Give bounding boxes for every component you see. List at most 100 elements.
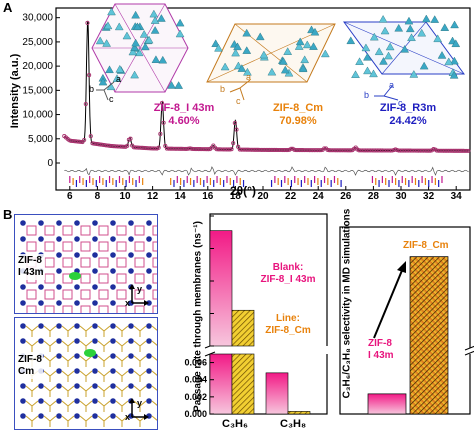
- zinc-tetrahedron: [363, 52, 372, 61]
- xrd-ytick-label: 5,000: [28, 134, 53, 145]
- zinc-tetrahedron: [310, 27, 320, 36]
- zinc-atom: [146, 236, 152, 242]
- zinc-atom: [92, 413, 98, 419]
- structure-label-i43m-line1: ZIF-8: [18, 255, 42, 266]
- zinc-atom: [74, 236, 80, 242]
- zinc-tetrahedron: [98, 77, 108, 86]
- bar-blank-upper: [209, 230, 233, 347]
- structure-label-cm: ZIF-8 Cm: [17, 353, 43, 379]
- zinc-atom: [56, 300, 62, 306]
- linker: [97, 355, 111, 367]
- linker: [115, 340, 129, 352]
- linker: [79, 370, 93, 382]
- zinc-atom: [110, 268, 116, 274]
- zinc-atom: [38, 413, 44, 419]
- xrd-xtick-label: 18: [230, 191, 242, 200]
- zinc-tetrahedron: [394, 23, 404, 32]
- guest-molecule: [84, 349, 96, 357]
- zinc-tetrahedron: [231, 48, 240, 57]
- zinc-atom: [20, 413, 26, 419]
- zinc-tetrahedron: [150, 16, 160, 24]
- zinc-tetrahedron: [114, 22, 124, 31]
- blank-legend: Blank: ZIF-8_I 43m: [254, 262, 322, 286]
- passage-rate-ylabel: Passage rate through membranes (ns⁻¹): [192, 221, 204, 412]
- linker: [43, 340, 57, 352]
- xrd-xtick-label: 34: [451, 191, 463, 200]
- zinc-atom: [20, 284, 26, 290]
- linker: [134, 257, 145, 268]
- zinc-atom: [74, 284, 80, 290]
- linker: [25, 415, 39, 427]
- bar-selectivity-cm: [409, 256, 449, 415]
- zinc-tetrahedron: [255, 32, 265, 41]
- xrd-data-point: [87, 73, 92, 78]
- zinc-atom: [74, 220, 80, 226]
- linker: [61, 325, 75, 337]
- zinc-atom: [38, 220, 44, 226]
- zinc-tetrahedron: [105, 65, 114, 74]
- xrd-xtick-label: 10: [119, 191, 131, 200]
- axis-x-bottom: x: [125, 412, 131, 422]
- guest-molecule: [69, 272, 81, 280]
- axis-letter-b3: b: [364, 90, 370, 100]
- axis-letter-c2: c: [236, 96, 241, 106]
- linker: [97, 400, 111, 412]
- structure-inset-cm: [206, 23, 336, 83]
- zinc-atom: [110, 368, 116, 374]
- linker: [151, 340, 157, 346]
- axis-break-mark: [464, 345, 474, 356]
- linker: [80, 273, 91, 284]
- zinc-atom: [74, 413, 80, 419]
- linker: [80, 241, 91, 252]
- zinc-atom: [92, 236, 98, 242]
- zinc-atom: [38, 338, 44, 344]
- xrd-data-point: [348, 148, 353, 153]
- zinc-tetrahedron: [361, 43, 371, 52]
- linker: [62, 225, 73, 236]
- zinc-atom: [20, 338, 26, 344]
- category-c3h8: C₃H₈: [280, 418, 307, 430]
- xrd-xtick-label: 22: [285, 191, 297, 200]
- linker: [115, 415, 129, 427]
- linker: [44, 289, 55, 300]
- zinc-atom: [110, 284, 116, 290]
- axis-letter-c3: c: [398, 98, 403, 108]
- linker: [61, 355, 75, 367]
- zinc-tetrahedron: [175, 29, 185, 38]
- selectivity-label-cm: ZIF-8_Cm: [403, 240, 449, 251]
- zinc-atom: [146, 268, 152, 274]
- linker: [134, 305, 145, 313]
- zinc-atom: [92, 398, 98, 404]
- xrd-xtick-label: 6: [67, 191, 73, 200]
- zinc-tetrahedron: [283, 47, 293, 55]
- zinc-atom: [146, 398, 152, 404]
- linker: [79, 400, 93, 412]
- axis-letter-a2: a: [246, 72, 252, 82]
- axis-letter-a3: a: [389, 80, 395, 90]
- zinc-atom: [74, 323, 80, 329]
- xrd-xtick-label: 32: [423, 191, 435, 200]
- linker: [26, 289, 37, 300]
- zinc-tetrahedron: [405, 24, 415, 33]
- zinc-tetrahedron: [134, 48, 144, 57]
- zinc-atom: [74, 383, 80, 389]
- xrd-ytick-label: 30,000: [22, 13, 53, 24]
- linker: [116, 257, 127, 268]
- zinc-tetrahedron: [404, 16, 414, 25]
- linker: [79, 385, 93, 397]
- bar-line-upper: [231, 309, 255, 347]
- linker: [152, 225, 157, 236]
- linker: [79, 415, 93, 427]
- xrd-ytick-label: 10,000: [22, 110, 53, 121]
- xrd-data-point: [234, 127, 239, 132]
- zinc-tetrahedron: [131, 10, 140, 19]
- zinc-tetrahedron: [128, 47, 138, 56]
- zinc-tetrahedron: [417, 28, 427, 37]
- phase-label-i43m: ZIF-8_I 43m 4.60%: [142, 102, 226, 128]
- selectivity-ylabel: C₃H₆/C₃H₈ selectivity in MD simulations: [341, 208, 353, 399]
- zinc-tetrahedron: [407, 33, 416, 41]
- xrd-data-point: [466, 148, 471, 153]
- panel-b-letter: B: [3, 207, 13, 222]
- zinc-tetrahedron: [139, 30, 149, 38]
- xrd-data-point: [82, 137, 87, 143]
